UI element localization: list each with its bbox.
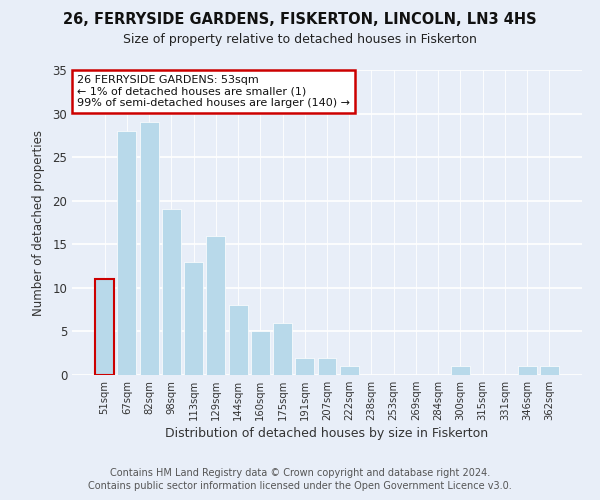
Bar — [273, 322, 292, 375]
Y-axis label: Number of detached properties: Number of detached properties — [32, 130, 46, 316]
Text: 26 FERRYSIDE GARDENS: 53sqm
← 1% of detached houses are smaller (1)
99% of semi-: 26 FERRYSIDE GARDENS: 53sqm ← 1% of deta… — [77, 74, 350, 108]
Bar — [118, 131, 136, 375]
Bar — [451, 366, 470, 375]
Text: Size of property relative to detached houses in Fiskerton: Size of property relative to detached ho… — [123, 32, 477, 46]
Text: Contains HM Land Registry data © Crown copyright and database right 2024.: Contains HM Land Registry data © Crown c… — [110, 468, 490, 477]
Bar — [540, 366, 559, 375]
Text: 26, FERRYSIDE GARDENS, FISKERTON, LINCOLN, LN3 4HS: 26, FERRYSIDE GARDENS, FISKERTON, LINCOL… — [63, 12, 537, 28]
Bar — [251, 332, 270, 375]
Bar — [518, 366, 536, 375]
Bar — [295, 358, 314, 375]
X-axis label: Distribution of detached houses by size in Fiskerton: Distribution of detached houses by size … — [166, 427, 488, 440]
Bar — [206, 236, 225, 375]
Bar — [140, 122, 158, 375]
Bar — [184, 262, 203, 375]
Bar — [229, 306, 248, 375]
Bar — [340, 366, 359, 375]
Bar — [317, 358, 337, 375]
Text: Contains public sector information licensed under the Open Government Licence v3: Contains public sector information licen… — [88, 481, 512, 491]
Bar — [95, 279, 114, 375]
Bar — [162, 210, 181, 375]
